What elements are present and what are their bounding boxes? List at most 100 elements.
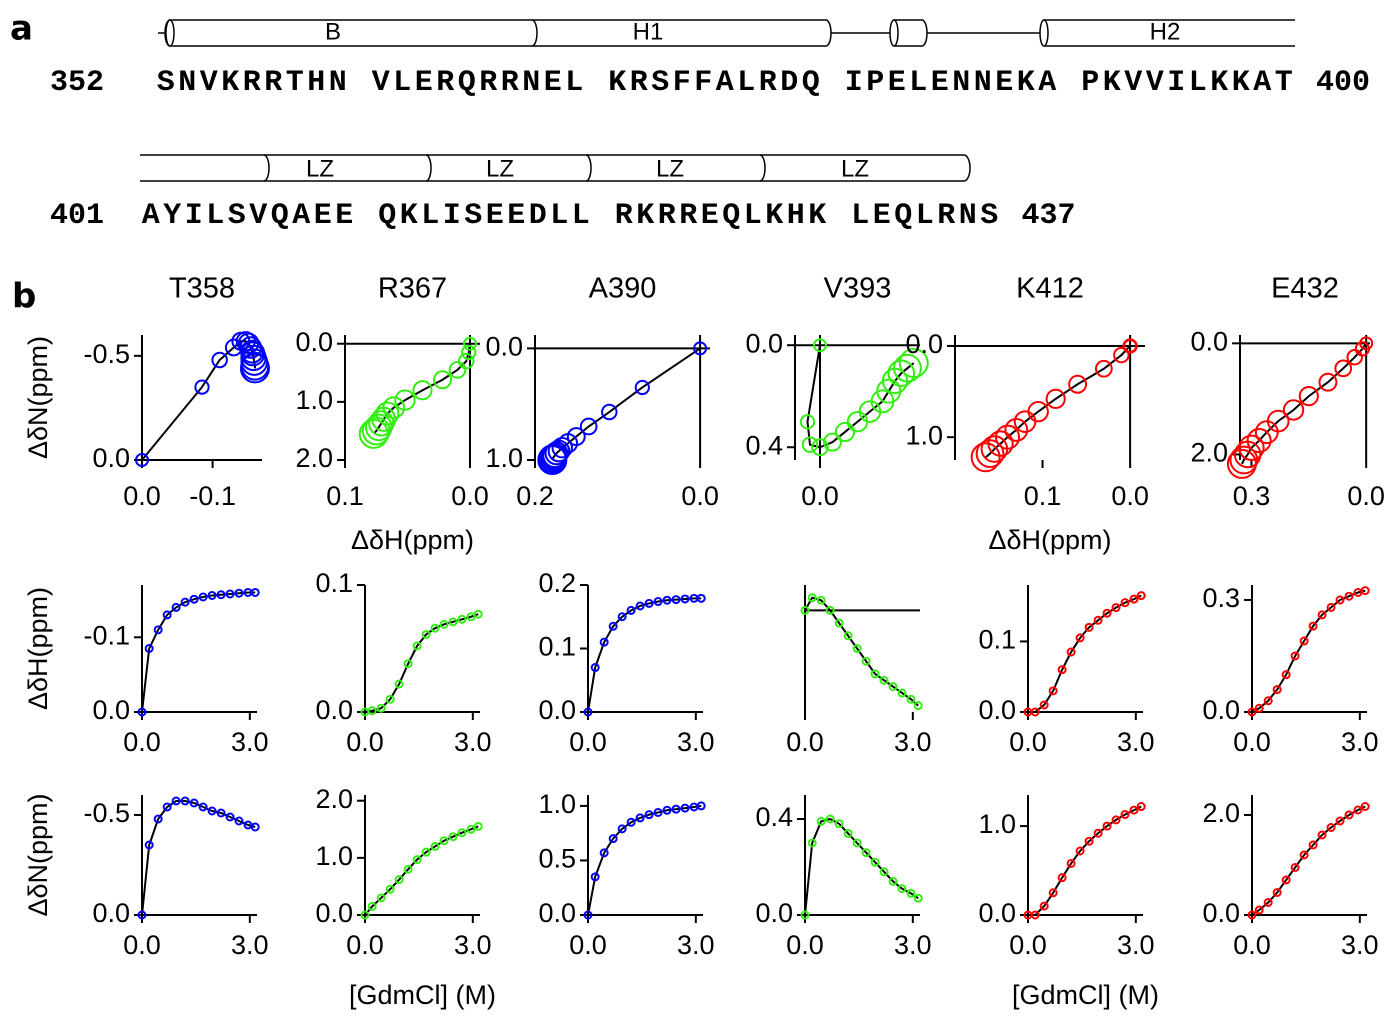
marker <box>458 352 475 370</box>
marker <box>1254 905 1264 915</box>
marker <box>1229 445 1259 475</box>
y-tick-label: 0.0 <box>295 327 333 357</box>
marker <box>913 893 923 903</box>
marker <box>693 341 708 356</box>
residue: A <box>1038 66 1056 100</box>
y-tick-label: 0.0 <box>978 898 1016 928</box>
marker <box>644 810 654 820</box>
marker <box>879 867 889 877</box>
marker <box>1093 828 1103 838</box>
residue: S <box>980 199 998 233</box>
marker <box>207 590 217 600</box>
x-tick-label: 0.0 <box>681 481 719 511</box>
marker <box>250 822 260 832</box>
y-tick-label: 0.0 <box>92 695 130 725</box>
residue: L <box>565 66 583 100</box>
marker <box>412 380 433 401</box>
marker <box>834 819 844 829</box>
panel-label: a <box>10 9 33 49</box>
marker <box>439 836 449 846</box>
residue: H <box>787 199 805 233</box>
marker <box>1272 888 1282 897</box>
marker <box>234 816 244 826</box>
y-tick-label: 0.0 <box>538 898 576 928</box>
residue: I <box>443 199 461 233</box>
marker <box>970 442 1001 473</box>
x-tick-label: 0.0 <box>1009 930 1047 960</box>
marker <box>207 806 217 816</box>
residue-number: 352 <box>50 66 104 100</box>
x-tick-label: 0.0 <box>123 481 161 511</box>
marker <box>1290 651 1300 661</box>
x-tick-label: 0.0 <box>1009 727 1047 757</box>
y-tick-label: 2.0 <box>315 784 353 814</box>
marker <box>590 663 600 673</box>
marker <box>171 602 181 612</box>
y-tick-label: -0.5 <box>83 798 130 828</box>
marker <box>653 597 663 607</box>
marker <box>360 910 370 920</box>
marker <box>225 589 235 599</box>
fit-line <box>1028 594 1142 713</box>
residue: N <box>974 66 992 100</box>
marker <box>171 796 181 806</box>
y-tick-label: 1.0 <box>905 420 943 450</box>
chart-title: V393 <box>824 273 892 305</box>
residue: L <box>572 199 590 233</box>
marker <box>439 619 449 629</box>
marker <box>421 847 431 857</box>
marker <box>1334 359 1353 378</box>
residue: K <box>765 199 783 233</box>
y-tick-label: 0.1 <box>538 632 576 662</box>
marker <box>1004 417 1029 442</box>
x-axis-label: ΔδH(ppm) <box>351 525 474 555</box>
fit-line <box>1028 805 1142 916</box>
residue: L <box>916 199 934 233</box>
marker <box>180 597 190 607</box>
residue: V <box>372 66 390 100</box>
residue: R <box>658 199 676 233</box>
marker <box>1030 910 1040 920</box>
marker <box>376 703 386 713</box>
marker <box>608 834 618 844</box>
y-axis-label: ΔδN(ppm) <box>23 793 53 916</box>
marker <box>1346 348 1363 366</box>
marker <box>1093 615 1103 625</box>
marker <box>671 804 681 814</box>
marker <box>544 441 569 466</box>
residue: L <box>737 66 755 100</box>
residue: K <box>1232 66 1250 100</box>
marker <box>843 631 853 641</box>
marker <box>601 403 618 421</box>
marker <box>1281 875 1291 885</box>
marker <box>617 824 627 834</box>
marker <box>473 609 483 619</box>
marker <box>1335 595 1345 605</box>
marker <box>1299 636 1309 646</box>
residue: F <box>673 66 691 100</box>
x-tick-label: 0.0 <box>1233 727 1271 757</box>
x-tick-label: 0.1 <box>326 481 364 511</box>
marker <box>644 598 654 608</box>
y-tick-label: 0.0 <box>538 695 576 725</box>
marker <box>887 359 916 388</box>
residue-number: 401 <box>50 199 104 233</box>
marker <box>367 901 377 911</box>
marker <box>1048 686 1058 696</box>
marker <box>599 637 609 647</box>
x-tick-label: 0.0 <box>569 727 607 757</box>
x-tick-label: 0.0 <box>346 930 384 960</box>
chart-title: E432 <box>1271 273 1339 305</box>
marker <box>1254 703 1264 713</box>
marker <box>906 694 916 704</box>
marker <box>430 623 440 633</box>
structure-label: LZ <box>656 155 684 182</box>
marker <box>680 594 690 604</box>
residue: I <box>1167 66 1185 100</box>
residue: L <box>1189 66 1207 100</box>
x-tick-label: 0.0 <box>123 930 161 960</box>
marker <box>834 421 856 443</box>
marker <box>583 910 593 920</box>
marker <box>385 694 395 704</box>
